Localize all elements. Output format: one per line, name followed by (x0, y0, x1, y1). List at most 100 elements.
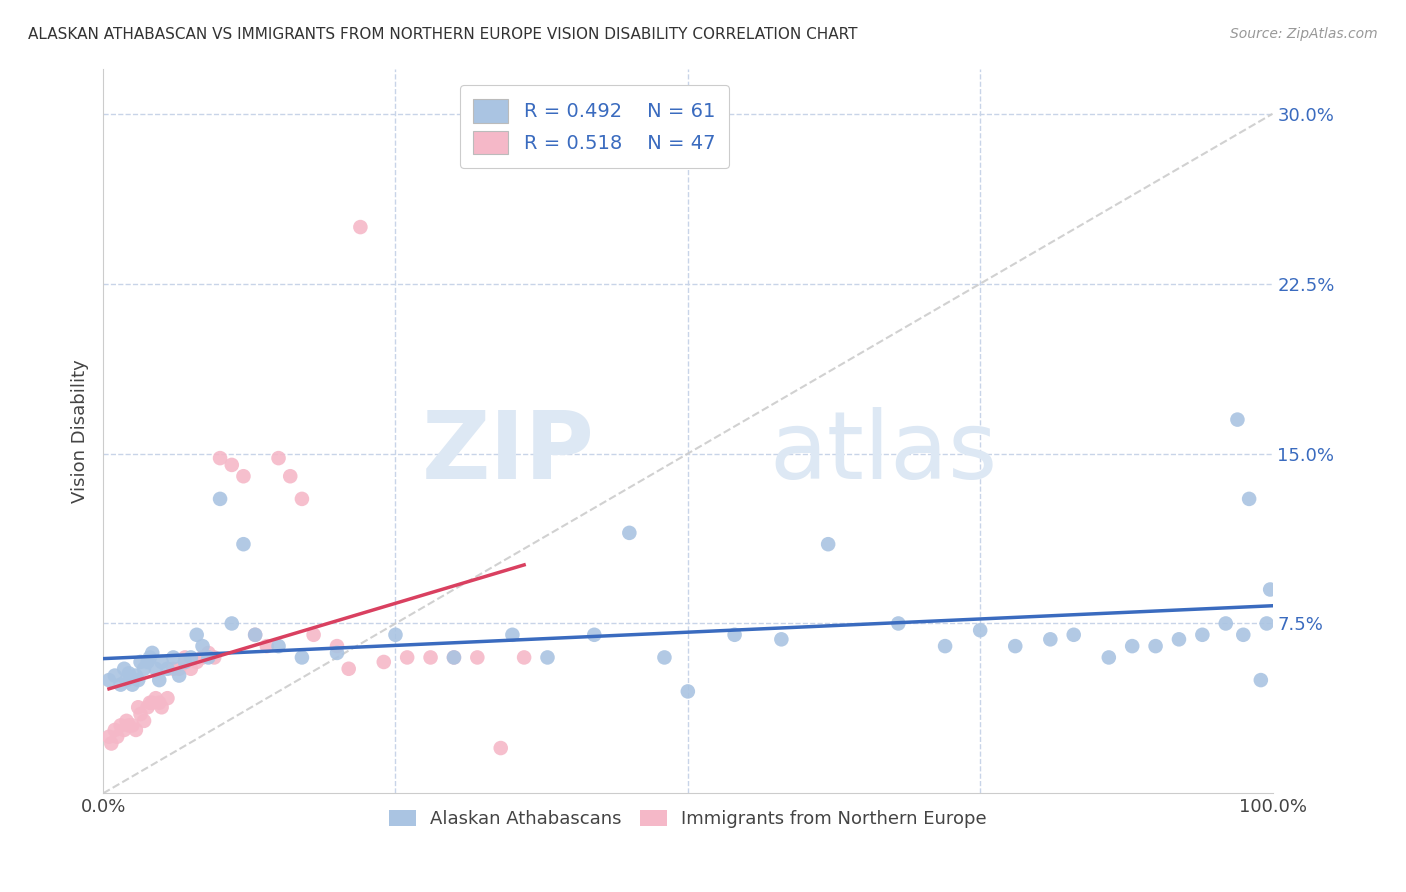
Point (98, 673, 121, 687)
Point (278, 469, 301, 483)
Point (125, 723, 148, 737)
Point (676, 684, 699, 698)
Point (1250, 673, 1272, 687)
Point (118, 718, 141, 732)
Point (1237, 491, 1260, 506)
Point (1063, 628, 1085, 642)
Point (243, 628, 266, 642)
Point (1215, 616, 1237, 631)
Point (291, 491, 314, 506)
Point (125, 668, 148, 682)
Point (145, 691, 167, 706)
Point (501, 628, 523, 642)
Point (302, 628, 325, 642)
Point (148, 673, 170, 687)
Point (129, 655, 152, 669)
Point (118, 666, 141, 681)
Point (1256, 616, 1278, 631)
Point (156, 662, 179, 676)
Point (115, 673, 138, 687)
Point (619, 525, 641, 540)
Point (180, 650, 202, 665)
Point (104, 723, 127, 737)
Point (396, 650, 419, 665)
Point (1098, 650, 1121, 665)
Point (267, 451, 290, 466)
Point (887, 616, 910, 631)
Point (221, 458, 243, 472)
Point (121, 718, 143, 732)
Point (112, 662, 135, 676)
Point (443, 650, 465, 665)
Point (326, 639, 349, 653)
Point (465, 650, 488, 665)
Point (139, 696, 162, 710)
Point (180, 662, 202, 676)
Text: atlas: atlas (769, 407, 998, 499)
Point (115, 714, 138, 728)
Point (162, 650, 184, 665)
Point (536, 650, 558, 665)
Point (104, 668, 127, 682)
Point (489, 741, 512, 756)
Point (129, 707, 152, 722)
Point (583, 628, 606, 642)
Point (1039, 632, 1062, 647)
Point (443, 650, 465, 665)
Point (186, 628, 208, 642)
Point (136, 655, 159, 669)
Point (209, 451, 232, 466)
Point (817, 537, 839, 551)
Point (132, 714, 155, 728)
Point (132, 662, 155, 676)
Point (1168, 632, 1191, 647)
Point (1121, 639, 1143, 653)
Point (349, 220, 371, 235)
Text: Source: ZipAtlas.com: Source: ZipAtlas.com (1230, 27, 1378, 41)
Point (243, 628, 266, 642)
Point (326, 646, 349, 660)
Point (150, 655, 173, 669)
Point (1191, 628, 1213, 642)
Point (202, 650, 225, 665)
Point (145, 662, 167, 676)
Point (373, 655, 395, 669)
Point (127, 700, 149, 714)
Point (1232, 628, 1254, 642)
Point (174, 650, 197, 665)
Point (770, 632, 793, 647)
Point (110, 678, 132, 692)
Y-axis label: Vision Disability: Vision Disability (72, 359, 89, 503)
Point (162, 662, 184, 676)
Point (419, 650, 441, 665)
Point (174, 655, 197, 669)
Point (167, 662, 190, 676)
Legend: Alaskan Athabascans, Immigrants from Northern Europe: Alaskan Athabascans, Immigrants from Nor… (381, 802, 994, 835)
Point (232, 537, 254, 551)
Point (191, 650, 214, 665)
Point (156, 691, 179, 706)
Point (186, 655, 208, 669)
Point (209, 491, 232, 506)
Point (723, 628, 745, 642)
Point (98, 730, 121, 744)
Text: ALASKAN ATHABASCAN VS IMMIGRANTS FROM NORTHERN EUROPE VISION DISABILITY CORRELAT: ALASKAN ATHABASCAN VS IMMIGRANTS FROM NO… (28, 27, 858, 42)
Point (291, 650, 314, 665)
Point (221, 616, 243, 631)
Point (148, 696, 170, 710)
Point (1226, 412, 1249, 426)
Text: ZIP: ZIP (422, 407, 595, 499)
Point (969, 624, 991, 638)
Point (1004, 639, 1026, 653)
Point (150, 700, 173, 714)
Point (100, 737, 122, 751)
Point (167, 668, 190, 682)
Point (256, 639, 278, 653)
Point (384, 628, 406, 642)
Point (121, 678, 143, 692)
Point (139, 650, 162, 665)
Point (191, 639, 214, 653)
Point (197, 650, 219, 665)
Point (232, 469, 254, 483)
Point (136, 700, 159, 714)
